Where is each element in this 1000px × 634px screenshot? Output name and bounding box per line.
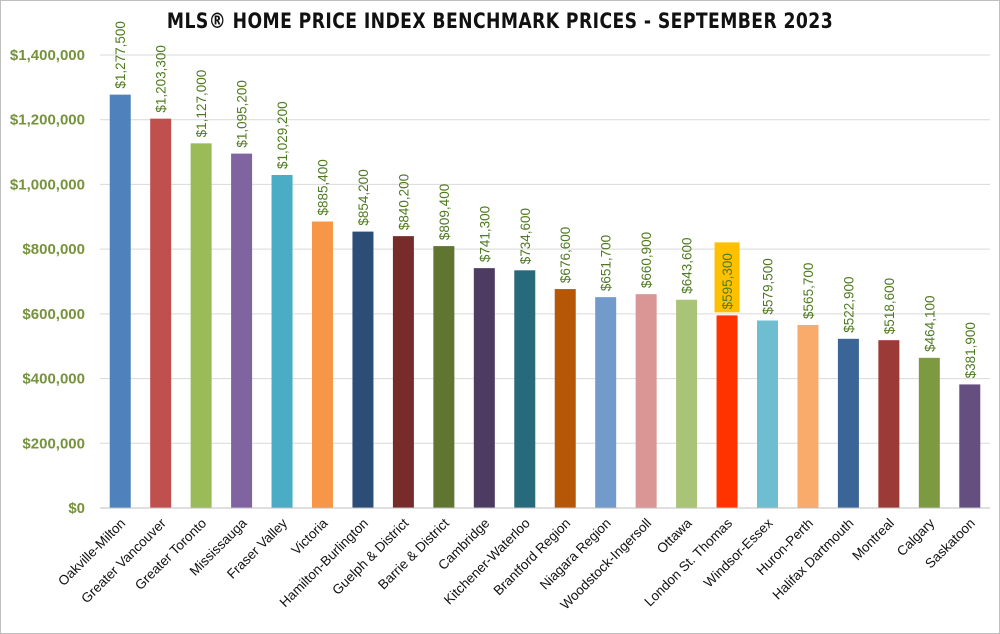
bar — [918, 357, 940, 508]
bar — [837, 338, 859, 508]
data-label: $464,100 — [922, 296, 937, 352]
y-tick-label: $200,000 — [22, 435, 85, 452]
data-label: $381,900 — [963, 322, 978, 378]
x-tick-label: Oakville-Milton — [55, 516, 128, 589]
bar — [797, 324, 819, 508]
data-label: $854,200 — [356, 169, 371, 225]
bars — [109, 94, 981, 509]
data-label: $734,600 — [518, 208, 533, 264]
bar — [392, 236, 414, 508]
bar — [554, 289, 576, 508]
data-label: $651,700 — [599, 235, 614, 291]
bar — [635, 294, 657, 508]
highlight-label-background — [714, 242, 740, 313]
y-tick-label: $600,000 — [22, 306, 85, 323]
bar — [352, 231, 374, 508]
chart-title: MLS® HOME PRICE INDEX BENCHMARK PRICES -… — [166, 9, 834, 33]
y-tick-label: $1,000,000 — [10, 176, 85, 193]
bar — [595, 297, 617, 508]
data-label: $741,300 — [477, 206, 492, 262]
y-tick-label: $0 — [68, 500, 85, 517]
x-tick-label: Greater Toronto — [132, 516, 209, 593]
data-label: $643,600 — [680, 237, 695, 293]
data-label: $522,900 — [841, 276, 856, 332]
y-axis-tick-labels: $0 $200,000 $400,000 $600,000 $800,000 $1,000… — [10, 47, 85, 517]
bar — [959, 384, 981, 508]
data-label: $676,600 — [558, 227, 573, 283]
data-label: $660,900 — [639, 232, 654, 288]
data-label: $1,029,200 — [275, 101, 290, 169]
bar — [676, 299, 698, 508]
data-label: $885,400 — [316, 159, 331, 215]
data-label: $1,095,200 — [235, 80, 250, 148]
x-tick-label: Barrie & District — [375, 515, 452, 592]
data-label: $809,400 — [437, 184, 452, 240]
bar — [716, 315, 738, 508]
bar — [433, 246, 455, 508]
bar — [878, 340, 900, 508]
x-tick-label: Montreal — [849, 516, 897, 564]
bar — [190, 143, 212, 508]
data-label: $840,200 — [396, 174, 411, 230]
data-label: $1,203,300 — [154, 45, 169, 113]
data-label: $579,500 — [761, 258, 776, 314]
data-label: $595,300 — [720, 253, 735, 309]
data-labels: $1,277,500 $1,203,300 $1,127,000 $1,095,200… — [113, 21, 978, 378]
bar — [473, 268, 495, 508]
bar — [150, 118, 172, 509]
y-tick-label: $800,000 — [22, 241, 85, 258]
data-label: $518,600 — [882, 278, 897, 334]
bar — [271, 174, 293, 508]
y-tick-label: $1,200,000 — [10, 112, 85, 129]
data-label: $1,127,000 — [194, 70, 209, 138]
bar — [312, 221, 333, 508]
x-tick-label: Niagara Region — [537, 516, 614, 593]
bar — [109, 94, 131, 508]
bar — [757, 320, 778, 508]
y-tick-label: $1,400,000 — [10, 47, 85, 64]
x-tick-label: Windsor-Essex — [701, 515, 776, 590]
data-label: $1,277,500 — [113, 21, 128, 89]
bar — [514, 270, 536, 508]
y-tick-label: $400,000 — [22, 371, 85, 388]
data-label: $565,700 — [801, 263, 816, 319]
bar — [231, 153, 253, 508]
